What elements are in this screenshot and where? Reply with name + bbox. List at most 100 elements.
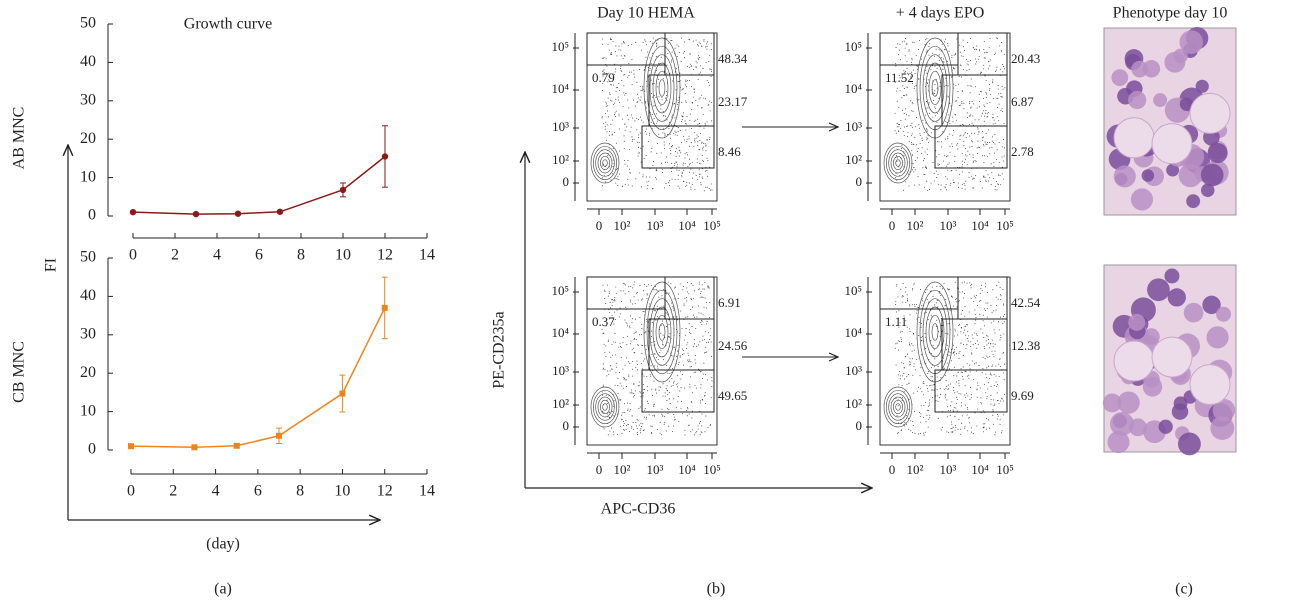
event-dot: [609, 412, 610, 413]
event-dot: [946, 431, 947, 432]
event-dot: [1000, 317, 1001, 318]
event-dot: [631, 59, 632, 60]
event-dot: [707, 321, 708, 322]
event-dot: [695, 363, 696, 364]
event-dot: [646, 181, 647, 182]
event-dot: [625, 420, 626, 421]
event-dot: [973, 47, 974, 48]
event-dot: [625, 284, 626, 285]
event-dot: [677, 56, 678, 57]
event-dot: [652, 114, 653, 115]
event-dot: [949, 146, 950, 147]
event-dot: [711, 76, 712, 77]
event-dot: [653, 404, 654, 405]
cell: [1117, 391, 1139, 413]
event-dot: [690, 169, 691, 170]
gate-percent: 1.11: [885, 314, 907, 329]
event-dot: [1003, 414, 1004, 415]
event-dot: [910, 100, 911, 101]
event-dot: [948, 410, 949, 411]
y-tick-label: 0: [88, 441, 96, 458]
event-dot: [936, 400, 937, 401]
event-dot: [695, 67, 696, 68]
event-dot: [618, 96, 619, 97]
event-dot: [938, 165, 939, 166]
event-dot: [632, 185, 633, 186]
event-dot: [630, 343, 631, 344]
event-dot: [677, 386, 678, 387]
event-dot: [694, 434, 695, 435]
event-dot: [929, 102, 930, 103]
event-dot: [627, 165, 628, 166]
y-tick-label: 10⁴: [551, 325, 569, 340]
event-dot: [642, 176, 643, 177]
event-dot: [602, 116, 603, 117]
gate-percent: 49.65: [718, 388, 747, 403]
event-dot: [932, 162, 933, 163]
gate-percent: 42.54: [1011, 295, 1041, 310]
event-dot: [690, 114, 691, 115]
event-dot: [687, 415, 688, 416]
event-dot: [701, 320, 702, 321]
event-dot: [924, 158, 925, 159]
event-dot: [996, 67, 997, 68]
event-dot: [975, 320, 976, 321]
event-dot: [701, 184, 702, 185]
event-dot: [653, 406, 654, 407]
event-dot: [684, 139, 685, 140]
y-tick-label: 10³: [845, 119, 862, 134]
event-dot: [690, 431, 691, 432]
event-dot: [918, 176, 919, 177]
event-dot: [633, 422, 634, 423]
event-dot: [707, 139, 708, 140]
event-dot: [919, 128, 920, 129]
event-dot: [647, 401, 648, 402]
event-dot: [968, 335, 969, 336]
event-dot: [605, 122, 606, 123]
event-dot: [641, 50, 642, 51]
event-dot: [701, 291, 702, 292]
event-dot: [630, 392, 631, 393]
event-dot: [646, 128, 647, 129]
event-dot: [614, 312, 615, 313]
event-dot: [695, 432, 696, 433]
event-dot: [972, 334, 973, 335]
event-dot: [959, 291, 960, 292]
event-dot: [949, 368, 950, 369]
event-dot: [997, 183, 998, 184]
event-dot: [625, 130, 626, 131]
gate-percent: 2.78: [1011, 144, 1034, 159]
event-dot: [665, 162, 666, 163]
event-dot: [665, 183, 666, 184]
event-dot: [961, 423, 962, 424]
event-dot: [954, 335, 955, 336]
event-dot: [996, 297, 997, 298]
event-dot: [991, 366, 992, 367]
event-dot: [709, 139, 710, 140]
event-dot: [947, 138, 948, 139]
event-dot: [666, 312, 667, 313]
event-dot: [974, 296, 975, 297]
event-dot: [967, 85, 968, 86]
event-dot: [898, 131, 899, 132]
event-dot: [985, 58, 986, 59]
event-dot: [666, 38, 667, 39]
event-dot: [623, 388, 624, 389]
event-dot: [671, 60, 672, 61]
event-dot: [699, 284, 700, 285]
event-dot: [909, 328, 910, 329]
event-dot: [642, 88, 643, 89]
contour: [920, 290, 950, 373]
event-dot: [905, 108, 906, 109]
event-dot: [983, 320, 984, 321]
event-dot: [989, 347, 990, 348]
cell: [1174, 396, 1188, 410]
event-dot: [923, 417, 924, 418]
event-dot: [928, 406, 929, 407]
event-dot: [705, 352, 706, 353]
event-dot: [968, 341, 969, 342]
event-dot: [707, 187, 708, 188]
event-dot: [961, 101, 962, 102]
event-dot: [690, 189, 691, 190]
event-dot: [646, 376, 647, 377]
